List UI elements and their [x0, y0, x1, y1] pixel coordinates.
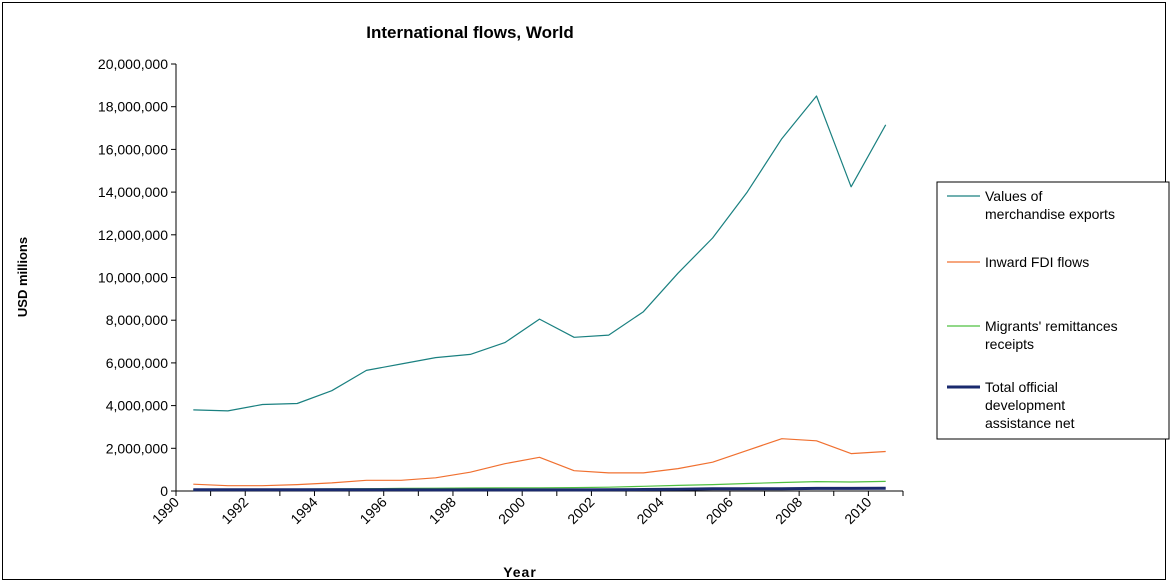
plot-area	[193, 95, 887, 492]
legend-label: Inward FDI flows	[985, 254, 1089, 270]
y-tick-label: 12,000,000	[98, 227, 168, 243]
x-tick-label: 1992	[218, 494, 251, 527]
y-tick-label: 20,000,000	[98, 56, 168, 72]
legend-label: merchandise exports	[985, 206, 1115, 222]
legend-label: Migrants' remittances	[985, 318, 1118, 334]
y-axis-label: USD millions	[15, 237, 30, 317]
x-tick-label: 1990	[149, 494, 182, 527]
series-line	[193, 486, 886, 492]
chart-title: International flows, World	[366, 23, 573, 42]
x-tick-label: 2002	[564, 494, 597, 527]
legend-box	[936, 181, 1170, 440]
axes: 0 2,000,000 4,000,000 6,000,000 8,000,000 10,…	[98, 56, 904, 527]
x-tick-label: 2004	[633, 494, 666, 527]
y-tick-label: 14,000,000	[98, 184, 168, 200]
legend-label: Total official	[985, 379, 1058, 395]
y-tick-label: 8,000,000	[106, 312, 168, 328]
y-tick-label: 0	[160, 483, 168, 499]
y-tick-label: 16,000,000	[98, 141, 168, 157]
legend-label: assistance net	[985, 415, 1075, 431]
x-tick-label: 1996	[356, 494, 389, 527]
x-axis-label: Year	[503, 564, 537, 580]
y-tick-label: 6,000,000	[106, 355, 168, 371]
series-line	[193, 95, 887, 412]
x-tick-label: 2008	[772, 494, 805, 527]
x-tick-label: 1994	[287, 494, 320, 527]
legend: Values of merchandise exports Inward FDI f…	[936, 181, 1170, 440]
legend-label: Values of	[985, 188, 1042, 204]
x-tick-label: 1998	[426, 494, 459, 527]
series-line	[193, 438, 886, 487]
y-tick-label: 18,000,000	[98, 99, 168, 115]
x-tick-label: 2006	[703, 494, 736, 527]
legend-label: receipts	[985, 336, 1034, 352]
y-tick-label: 2,000,000	[106, 440, 168, 456]
x-tick-label: 2000	[495, 494, 528, 527]
x-tick-label: 2010	[841, 494, 874, 527]
y-tick-label: 4,000,000	[106, 398, 168, 414]
legend-label: development	[985, 397, 1065, 413]
y-tick-label: 10,000,000	[98, 270, 168, 286]
